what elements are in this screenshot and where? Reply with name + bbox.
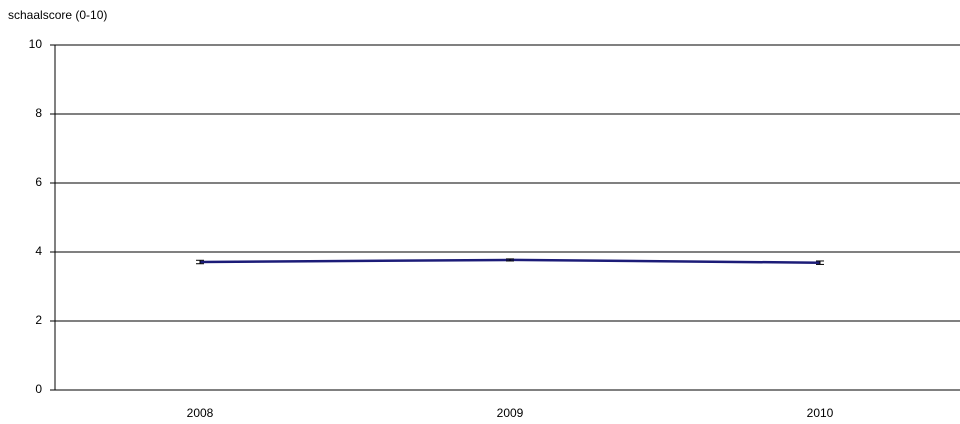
y-tick-label: 4 [35,244,42,258]
x-tick-label: 2008 [187,406,214,420]
y-tick-label: 8 [35,106,42,120]
x-tick-label: 2010 [807,406,834,420]
y-tick-label: 2 [35,313,42,327]
y-axis-label: schaalscore (0-10) [8,8,107,22]
y-tick-label: 6 [35,175,42,189]
x-tick-label: 2009 [497,406,524,420]
y-tick-label: 10 [29,37,43,51]
y-tick-label: 0 [35,382,42,396]
